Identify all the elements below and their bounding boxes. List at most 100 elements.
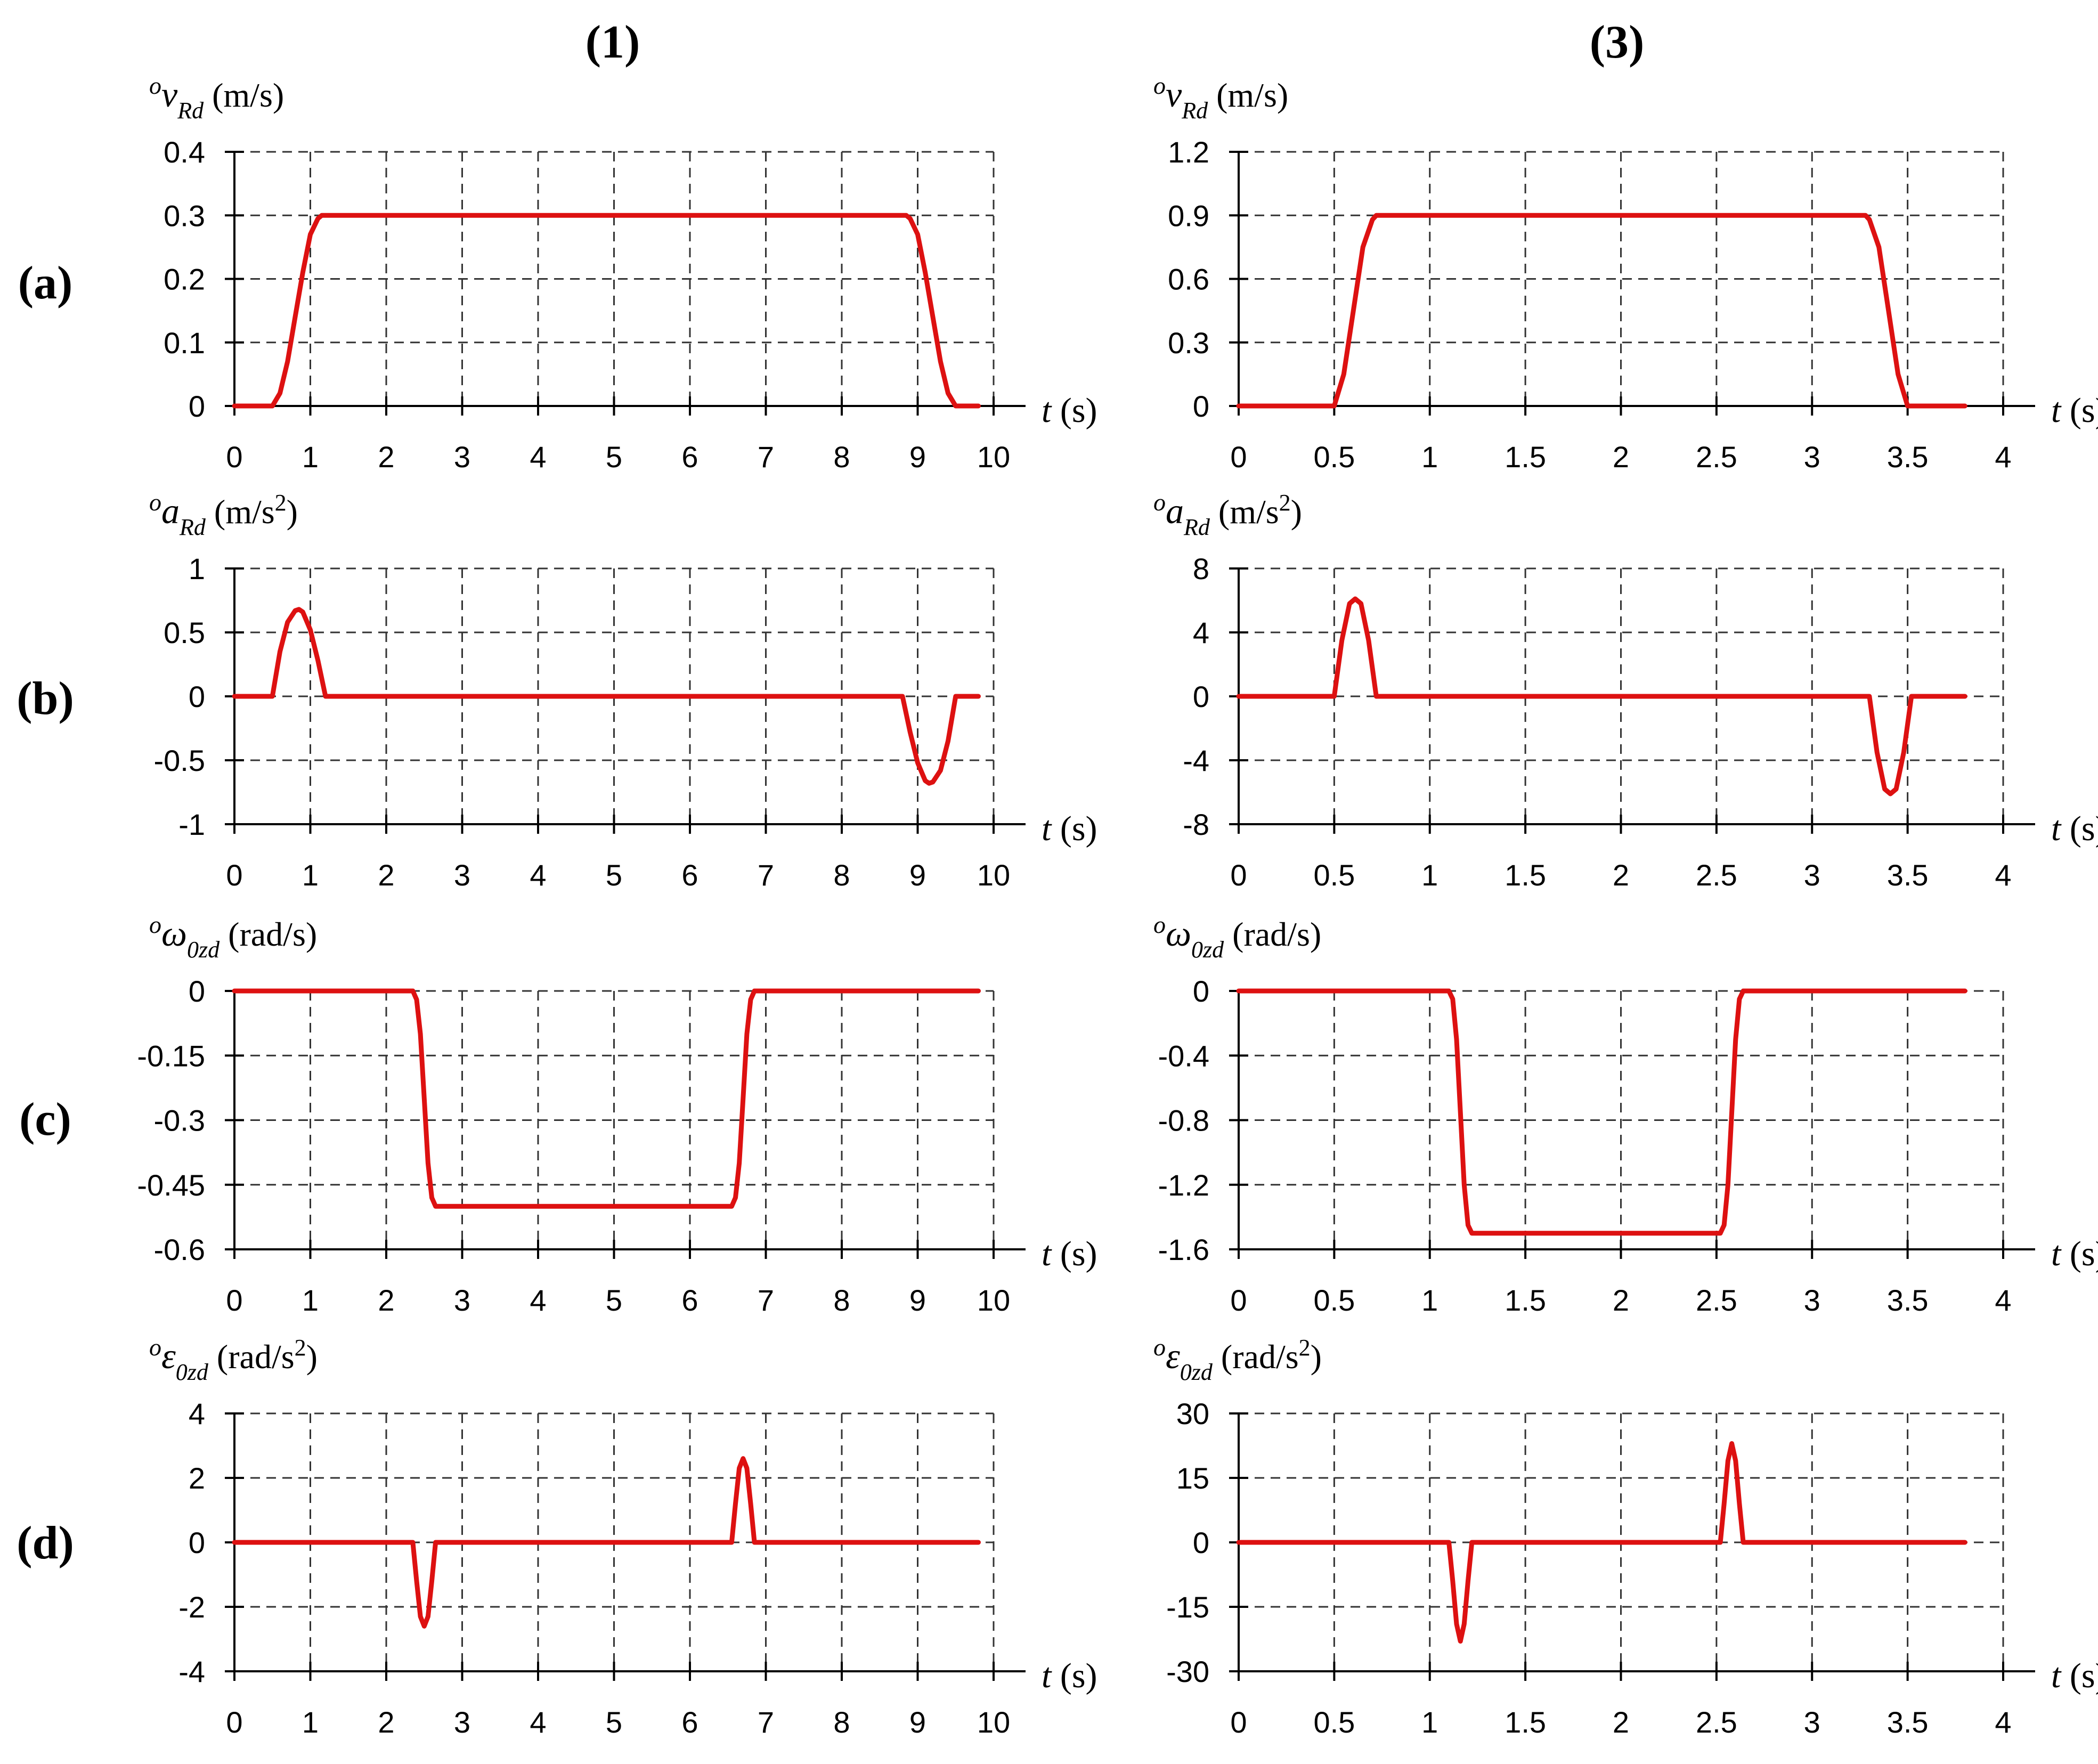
x-axis-label: t (s) bbox=[1042, 809, 1097, 848]
x-tick-label: 3 bbox=[1804, 858, 1820, 892]
y-tick-label: 8 bbox=[1193, 552, 1209, 586]
x-tick-label: 4 bbox=[530, 1283, 546, 1317]
y-tick-label: -2 bbox=[178, 1590, 205, 1624]
x-tick-label: 3.5 bbox=[1887, 1705, 1929, 1739]
y-tick-label: -0.3 bbox=[154, 1104, 206, 1137]
x-tick-label: 0.5 bbox=[1313, 858, 1355, 892]
x-tick-label: 7 bbox=[758, 440, 774, 474]
x-tick-label: 6 bbox=[681, 858, 698, 892]
x-tick-label: 5 bbox=[606, 1283, 622, 1317]
x-tick-label: 4 bbox=[530, 1705, 546, 1739]
chart-panel-d1: 0 1 2 3 4 5 6 7 8 9 10 -4 -2 0 2 4 oε0zd (rad/s2) t (s) bbox=[149, 1334, 1097, 1739]
y-tick-label: -0.5 bbox=[154, 744, 206, 777]
x-tick-label: 1.5 bbox=[1505, 440, 1546, 474]
x-tick-label: 0 bbox=[226, 858, 242, 892]
y-tick-label: -15 bbox=[1166, 1590, 1209, 1624]
series-line-a1 bbox=[232, 213, 981, 409]
x-axis-label: t (s) bbox=[1042, 1656, 1097, 1695]
x-tick-label: 2 bbox=[1613, 1705, 1629, 1739]
y-tick-label: -0.15 bbox=[137, 1039, 205, 1072]
x-tick-label: 1 bbox=[302, 440, 319, 474]
x-tick-label: 4 bbox=[1995, 1705, 2011, 1739]
y-tick-label: 1.2 bbox=[1168, 135, 1209, 169]
row-label-b: (b) bbox=[17, 673, 74, 725]
x-tick-label: 2 bbox=[378, 440, 394, 474]
y-tick-label: -4 bbox=[178, 1655, 205, 1688]
y-tick-label: -4 bbox=[1183, 744, 1209, 777]
x-tick-label: 1 bbox=[1421, 1283, 1438, 1317]
x-tick-label: 8 bbox=[833, 1283, 850, 1317]
chart-panel-a1: 0 1 2 3 4 5 6 7 8 9 10 0 0.1 0.2 0.3 0.4 ovRd (m/s) t (s) bbox=[149, 72, 1097, 474]
row-label-c: (c) bbox=[19, 1094, 71, 1145]
y-tick-label: 0 bbox=[1193, 389, 1209, 423]
series-line-c1 bbox=[232, 988, 981, 1209]
x-axis-label: t (s) bbox=[1042, 391, 1097, 430]
x-tick-label: 9 bbox=[909, 440, 926, 474]
x-tick-label: 0.5 bbox=[1313, 1283, 1355, 1317]
x-tick-label: 3.5 bbox=[1887, 440, 1929, 474]
y-axis-label: oε0zd (rad/s2) bbox=[149, 1334, 318, 1385]
y-tick-label: 4 bbox=[189, 1397, 205, 1430]
x-axis-label: t (s) bbox=[2051, 391, 2098, 430]
y-tick-label: 30 bbox=[1176, 1397, 1209, 1430]
x-tick-label: 6 bbox=[681, 1705, 698, 1739]
x-tick-label: 7 bbox=[758, 858, 774, 892]
row-label-d: (d) bbox=[17, 1517, 74, 1569]
y-tick-label: 0.1 bbox=[164, 326, 205, 360]
x-tick-label: 2 bbox=[378, 1705, 394, 1739]
x-tick-label: 10 bbox=[977, 440, 1010, 474]
x-tick-label: 7 bbox=[758, 1283, 774, 1317]
y-tick-label: -0.4 bbox=[1158, 1039, 1210, 1072]
y-tick-label: 1 bbox=[189, 552, 205, 586]
x-tick-label: 0 bbox=[226, 1705, 242, 1739]
x-tick-label: 2 bbox=[1613, 440, 1629, 474]
x-tick-label: 2 bbox=[378, 1283, 394, 1317]
y-axis-label: oε0zd (rad/s2) bbox=[1153, 1334, 1322, 1385]
y-tick-label: -0.45 bbox=[137, 1168, 205, 1202]
series-line-d1 bbox=[232, 1456, 981, 1629]
row-label-a: (a) bbox=[18, 257, 73, 309]
x-tick-label: 5 bbox=[606, 1705, 622, 1739]
x-tick-label: 0.5 bbox=[1313, 1705, 1355, 1739]
x-tick-label: 3 bbox=[454, 440, 470, 474]
x-tick-label: 5 bbox=[606, 858, 622, 892]
x-tick-label: 1 bbox=[1421, 1705, 1438, 1739]
y-tick-label: 0.3 bbox=[164, 199, 205, 232]
x-axis-label: t (s) bbox=[2051, 1234, 2098, 1273]
series-line-c3 bbox=[1236, 988, 1967, 1236]
x-tick-label: 5 bbox=[606, 440, 622, 474]
x-tick-label: 9 bbox=[909, 858, 926, 892]
y-tick-label: 0.2 bbox=[164, 263, 205, 296]
y-tick-label: 0.6 bbox=[1168, 263, 1209, 296]
x-tick-label: 3.5 bbox=[1887, 858, 1929, 892]
x-tick-label: 0 bbox=[226, 440, 242, 474]
y-tick-label: 0 bbox=[189, 1526, 205, 1559]
x-tick-label: 0 bbox=[1230, 1705, 1247, 1739]
y-tick-label: -0.8 bbox=[1158, 1104, 1210, 1137]
x-tick-label: 2.5 bbox=[1696, 1283, 1737, 1317]
x-tick-label: 1 bbox=[1421, 440, 1438, 474]
series-line-b1 bbox=[232, 607, 981, 786]
x-tick-label: 2.5 bbox=[1696, 858, 1737, 892]
y-tick-label: 0 bbox=[1193, 974, 1209, 1008]
x-axis-label: t (s) bbox=[2051, 1656, 2098, 1695]
x-tick-label: 9 bbox=[909, 1283, 926, 1317]
x-tick-label: 3 bbox=[1804, 1283, 1820, 1317]
x-tick-label: 1.5 bbox=[1505, 1283, 1546, 1317]
y-tick-label: 0 bbox=[189, 680, 205, 713]
x-tick-label: 6 bbox=[681, 1283, 698, 1317]
y-axis-label: ovRd (m/s) bbox=[149, 72, 284, 124]
x-tick-label: 2 bbox=[378, 858, 394, 892]
x-tick-label: 7 bbox=[758, 1705, 774, 1739]
y-axis-label: oaRd (m/s2) bbox=[149, 489, 298, 540]
x-tick-label: 10 bbox=[977, 1705, 1010, 1739]
x-tick-label: 4 bbox=[1995, 858, 2011, 892]
series-line-d3 bbox=[1236, 1441, 1967, 1644]
x-tick-label: 0.5 bbox=[1313, 440, 1355, 474]
series-line-b3 bbox=[1236, 596, 1967, 796]
series-line-a3 bbox=[1236, 213, 1967, 409]
x-tick-label: 0 bbox=[226, 1283, 242, 1317]
x-tick-label: 1 bbox=[1421, 858, 1438, 892]
y-tick-label: 0 bbox=[189, 974, 205, 1008]
x-tick-label: 1.5 bbox=[1505, 858, 1546, 892]
